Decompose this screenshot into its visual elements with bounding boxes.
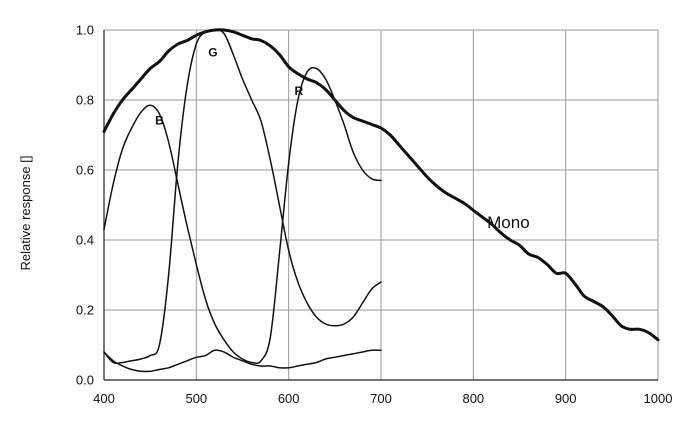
series-line-mono bbox=[102, 28, 660, 342]
x-tick-label: 900 bbox=[555, 391, 577, 406]
x-tick-label: 800 bbox=[462, 391, 484, 406]
tick-labels: 0.0 0.2 0.4 0.6 0.8 1.0 400 500 600 700 800 900 1000 bbox=[76, 23, 673, 407]
y-axis-title: Relative response [] bbox=[18, 156, 33, 271]
y-tick-label: 0.2 bbox=[76, 303, 94, 318]
y-tick-label: 0.6 bbox=[76, 163, 94, 178]
axes bbox=[103, 30, 658, 381]
series-label-mono: Mono bbox=[487, 213, 530, 232]
x-tick-label: 1000 bbox=[644, 391, 673, 406]
y-tick-label: 0.4 bbox=[76, 233, 94, 248]
series-label-b: B bbox=[155, 114, 164, 128]
y-tick-label: 0.0 bbox=[76, 373, 94, 388]
grid bbox=[103, 29, 659, 381]
series-label-r: R bbox=[294, 84, 303, 98]
x-tick-label: 400 bbox=[93, 391, 115, 406]
series-lines bbox=[102, 28, 660, 373]
series-labels: Mono B G R bbox=[155, 45, 530, 232]
series-label-g: G bbox=[208, 45, 217, 59]
series-line-g bbox=[103, 29, 382, 365]
y-tick-label: 0.8 bbox=[76, 93, 94, 108]
series-line-b bbox=[103, 66, 382, 365]
x-tick-label: 700 bbox=[370, 391, 392, 406]
x-tick-label: 600 bbox=[278, 391, 300, 406]
y-tick-label: 1.0 bbox=[76, 23, 94, 38]
series-line-r bbox=[103, 349, 382, 373]
x-tick-label: 500 bbox=[185, 391, 207, 406]
